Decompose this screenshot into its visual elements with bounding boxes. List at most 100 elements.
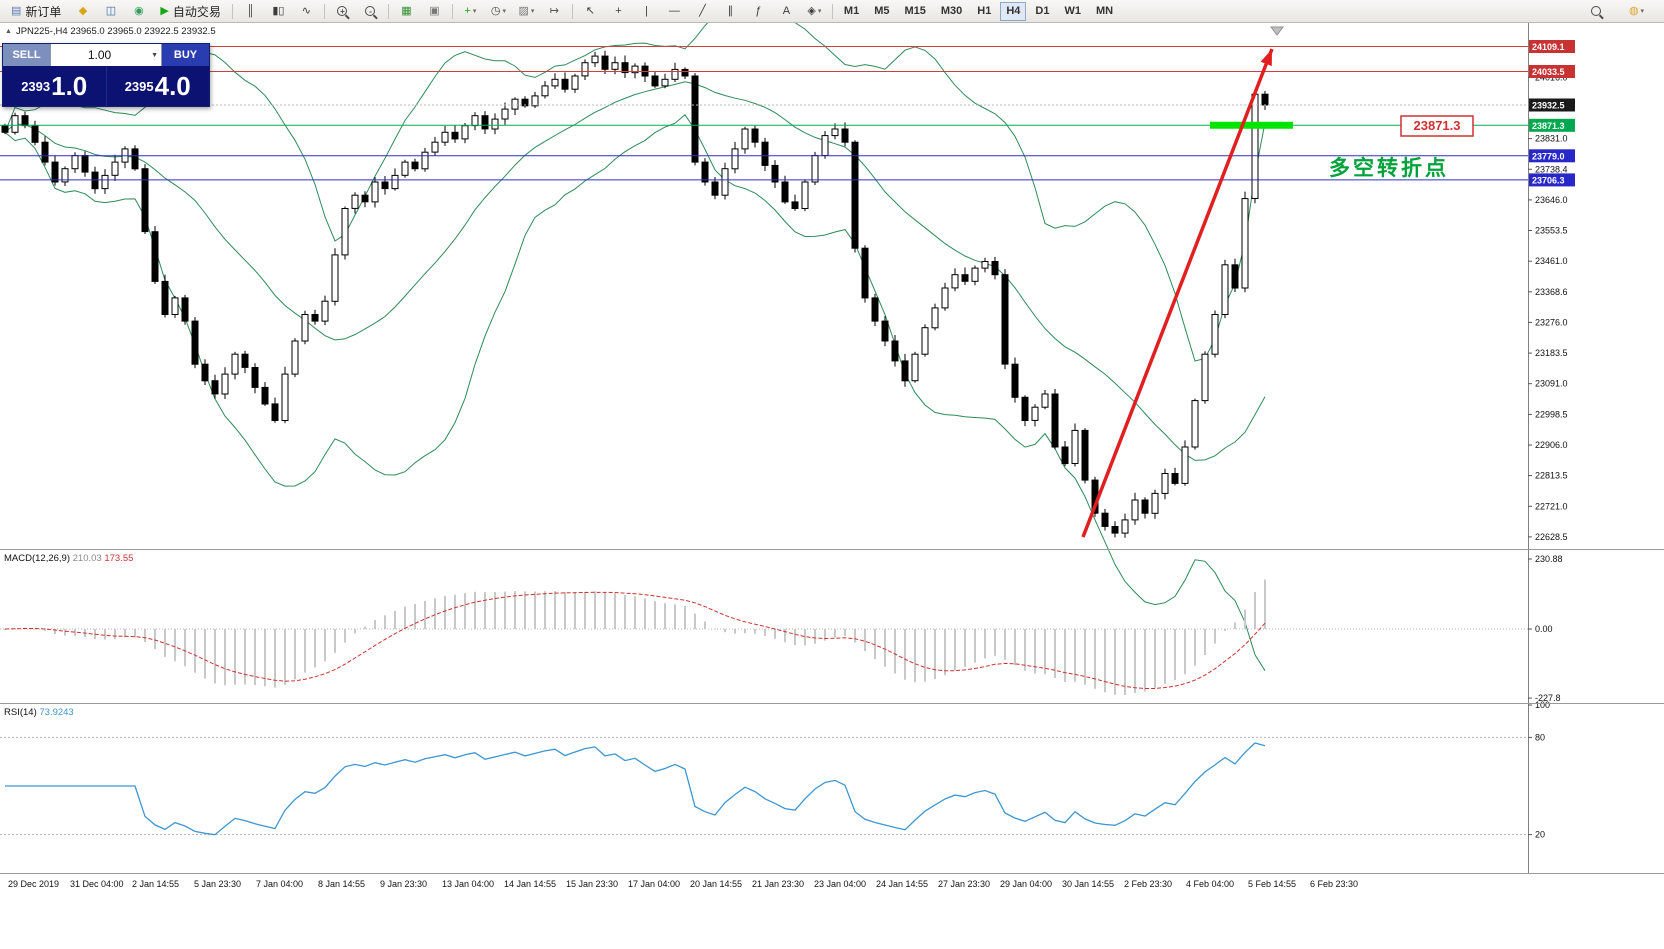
macd-bar <box>1254 592 1256 629</box>
chart-window[interactable]: 23871.3 多空转折点 MACD(12,26,9) 210.03 173.55 R… <box>0 23 1664 949</box>
oneclick-collapse-icon[interactable]: ▲ <box>5 28 12 35</box>
templates-icon[interactable]: ▨ ▾ <box>518 4 535 17</box>
time-axis-label: 24 Jan 14:55 <box>876 879 928 889</box>
macd-bar <box>224 629 226 686</box>
price-tick-label: 22813.5 <box>1535 471 1568 481</box>
search-icon[interactable] <box>1582 1 1609 22</box>
cursor-icon[interactable]: ↖ <box>585 4 596 17</box>
sell-price[interactable]: 2393 1.0 <box>21 70 88 101</box>
price-tag <box>1529 118 1575 132</box>
text-label-icon[interactable]: A <box>782 4 791 17</box>
indicators-icon[interactable]: + ▾ <box>464 4 477 17</box>
timeframe-w1[interactable]: W1 <box>1064 5 1081 17</box>
timeframe-m15[interactable]: M15 <box>904 5 926 17</box>
macd-bar <box>174 629 176 662</box>
timeframe-h1[interactable]: H1 <box>977 5 992 17</box>
cascade-windows-icon[interactable]: ▣ <box>429 4 440 17</box>
macd-bar <box>434 598 436 629</box>
history-center-icon[interactable]: ◆ <box>78 4 88 17</box>
macd-bar <box>1014 629 1016 666</box>
macd-bar <box>484 592 486 629</box>
macd-bar <box>474 591 476 629</box>
dropdown-caret-icon: ▾ <box>817 8 822 15</box>
macd-bar <box>334 629 336 653</box>
timeframe-d1[interactable]: D1 <box>1035 5 1050 17</box>
time-axis-bg[interactable] <box>0 874 1664 949</box>
macd-tick-label: 0.00 <box>1535 624 1553 634</box>
macd-bar <box>134 629 136 638</box>
timeframe-m30[interactable]: M30 <box>940 5 963 17</box>
macd-bar <box>284 629 286 685</box>
channel-icon[interactable]: ∥ <box>727 4 734 17</box>
macd-bar <box>624 595 626 629</box>
timeframe-mn[interactable]: MN <box>1095 5 1114 17</box>
trend-arrow[interactable] <box>1081 48 1274 538</box>
macd-bar <box>324 629 326 662</box>
price-tick-label: 22906.0 <box>1535 440 1568 450</box>
periods-icon[interactable]: ◷ ▾ <box>490 4 506 17</box>
macd-bar <box>1114 629 1116 695</box>
macd-bar <box>454 594 456 629</box>
price-tag-label: 24033.5 <box>1532 67 1565 77</box>
timeframe-h4[interactable]: H4 <box>1000 1 1027 21</box>
price-callout-box[interactable] <box>1400 115 1474 137</box>
time-axis-label: 4 Feb 04:00 <box>1186 879 1234 889</box>
search-icon <box>1590 6 1601 16</box>
volume-input[interactable] <box>51 47 149 63</box>
vertical-line-icon[interactable]: | <box>644 4 648 17</box>
macd-bar <box>684 605 686 629</box>
time-axis-label: 5 Feb 14:55 <box>1248 879 1296 889</box>
timeframe-m1[interactable]: M1 <box>843 5 860 17</box>
bar-chart-icon[interactable]: ║ <box>246 4 255 17</box>
macd-bar <box>1214 629 1216 644</box>
macd-bar <box>1184 629 1186 675</box>
autotrading-button[interactable]: ▶ 自动交易 <box>160 4 221 19</box>
macd-bar <box>544 591 546 629</box>
profiles-icon[interactable]: ◫ <box>105 4 117 17</box>
data-window-icon[interactable]: ◉ <box>134 4 144 17</box>
chart-canvas[interactable]: 23871.3 多空转折点 MACD(12,26,9) 210.03 173.55 R… <box>0 23 1664 949</box>
macd-bar <box>554 591 556 629</box>
volume-field: ▼ <box>50 44 162 66</box>
trendline-icon[interactable]: ╱ <box>699 4 706 17</box>
price-tick-label: 23368.6 <box>1535 287 1568 297</box>
turning-point-text[interactable]: 多空转折点 <box>1329 156 1449 180</box>
new-order-button[interactable]: ▤ 新订单 <box>11 4 62 19</box>
time-axis-label: 13 Jan 04:00 <box>442 879 494 889</box>
crosshair-icon[interactable]: + <box>615 4 622 17</box>
macd-bar <box>764 629 766 636</box>
tile-windows-icon[interactable]: ▦ <box>401 4 412 17</box>
volume-dropdown-icon[interactable]: ▼ <box>151 51 158 59</box>
macd-bar <box>694 613 696 629</box>
macd-bar <box>304 629 306 673</box>
candlestick-chart-icon[interactable]: ▮▯ <box>272 4 285 17</box>
chart-shift-icon[interactable]: ↦ <box>549 4 560 17</box>
buy-price[interactable]: 2395 4.0 <box>105 66 210 106</box>
macd-bar <box>504 591 506 629</box>
one-click-prices: 2393 1.0 2395 4.0 <box>3 66 209 106</box>
macd-bar <box>204 629 206 679</box>
fibonacci-icon[interactable]: ƒ <box>755 4 762 17</box>
time-axis-label: 31 Dec 04:00 <box>70 879 124 889</box>
line-chart-icon[interactable]: ∿ <box>301 4 312 17</box>
macd-bar <box>144 629 146 643</box>
sell-button[interactable]: SELL <box>3 44 50 66</box>
zoom-out-icon[interactable]: - <box>357 1 384 22</box>
macd-bar <box>1104 629 1106 693</box>
price-tick-label: 23831.0 <box>1535 134 1568 144</box>
macd-bar <box>934 629 936 680</box>
macd-bar <box>1034 629 1036 674</box>
time-axis-label: 2 Feb 23:30 <box>1124 879 1172 889</box>
zoom-in-icon[interactable]: + <box>329 1 356 22</box>
macd-bar <box>64 629 66 636</box>
price-tick-label: 23646.0 <box>1535 195 1568 205</box>
horizontal-line-icon[interactable]: — <box>668 4 680 17</box>
price-axis-bg[interactable] <box>1528 23 1664 874</box>
macd-bar <box>864 629 866 651</box>
timeframe-m5[interactable]: M5 <box>874 5 890 17</box>
arrows-shapes-icon[interactable]: ◈ ▾ <box>807 4 822 17</box>
macd-bar <box>1264 579 1266 629</box>
community-icon[interactable]: ◍ ▾ <box>1628 4 1645 17</box>
buy-button[interactable]: BUY <box>162 44 209 66</box>
